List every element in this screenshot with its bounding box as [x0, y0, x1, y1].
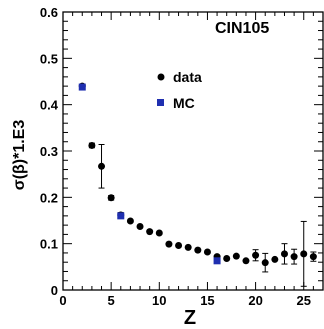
data-point-data: [184, 243, 192, 251]
data-point-data: [252, 251, 260, 259]
data-point-mc: [213, 257, 221, 265]
data-point-data: [165, 240, 173, 248]
data-point-mc: [78, 83, 86, 91]
x-tick-label: 10: [152, 293, 166, 308]
legend-label-mc: MC: [173, 95, 195, 111]
data-point-data: [242, 257, 250, 265]
data-point-data: [88, 141, 96, 149]
data-point-data: [203, 248, 211, 256]
legend-marker-mc: [157, 99, 164, 106]
data-point-data: [175, 242, 183, 250]
data-point-data: [309, 253, 317, 261]
data-point-data: [290, 253, 298, 261]
data-point-data: [107, 194, 115, 202]
data-point-data: [223, 254, 231, 262]
y-axis-title: σ(β)*1.E3: [11, 120, 28, 191]
x-tick-label: 0: [59, 293, 66, 308]
legend-marker-data: [157, 73, 165, 81]
y-tick-label: 0.1: [40, 237, 58, 252]
data-point-data: [271, 255, 279, 263]
x-tick-label: 15: [200, 293, 214, 308]
data-point-data: [98, 162, 106, 170]
data-point-data: [280, 250, 288, 258]
data-point-data: [126, 217, 134, 225]
x-axis-title: Z: [184, 307, 196, 329]
data-point-mc: [117, 212, 125, 220]
data-point-data: [232, 252, 240, 260]
y-tick-label: 0.5: [40, 51, 58, 66]
axes: 0 5 10 15 20 25 0 0.1 0.2 0.3 0.4 0.5 0.6: [40, 5, 324, 308]
y-tick-label: 0: [51, 283, 58, 298]
data-point-data: [300, 250, 308, 258]
y-tick-label: 0.6: [40, 5, 58, 20]
legend: data MC: [157, 69, 202, 111]
chart-title: CIN105: [215, 20, 269, 37]
y-tick-label: 0.4: [40, 98, 59, 113]
data-point-data: [136, 223, 144, 231]
data-point-data: [155, 229, 163, 237]
legend-label-data: data: [173, 69, 202, 85]
x-tick-label: 25: [297, 293, 311, 308]
data-point-data: [194, 246, 202, 254]
y-tick-label: 0.3: [40, 144, 58, 159]
y-tick-label: 0.2: [40, 190, 58, 205]
x-tick-label: 20: [248, 293, 262, 308]
data-point-data: [261, 259, 269, 267]
data-marks: [78, 82, 317, 287]
x-tick-label: 5: [108, 293, 115, 308]
data-point-data: [146, 228, 154, 236]
